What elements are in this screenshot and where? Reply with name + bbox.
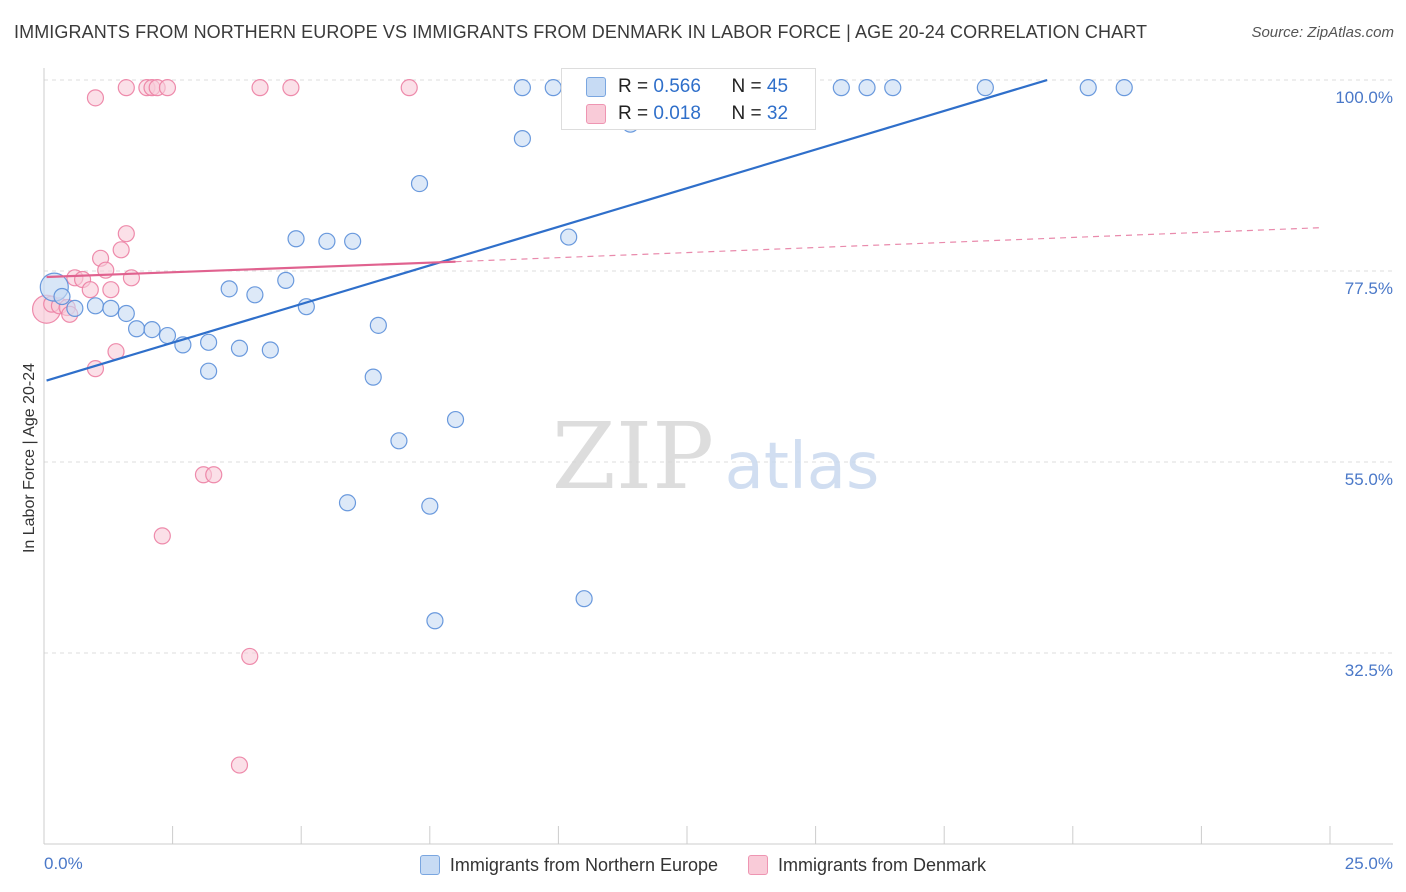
point-denmark	[153, 527, 171, 545]
point-northern-europe	[446, 410, 465, 429]
series-northern-europe-points	[39, 79, 1133, 630]
stats-r-label: R =	[618, 103, 649, 124]
point-northern-europe	[66, 299, 84, 317]
point-denmark	[81, 281, 99, 299]
grid-lines	[44, 79, 1393, 654]
point-northern-europe	[513, 79, 531, 97]
y-tick-label: 77.5%	[1345, 279, 1393, 298]
legend-item-denmark: Immigrants from Denmark	[748, 852, 986, 878]
trend-line-northern-europe	[46, 78, 1048, 382]
stats-n-value: 32	[766, 103, 789, 124]
stats-r-value: 0.566	[653, 76, 701, 97]
point-northern-europe	[200, 333, 218, 351]
point-denmark	[117, 79, 135, 97]
series-denmark-points	[31, 79, 418, 774]
stats-legend: R = 0.566 N = 45 R = 0.018 N = 32	[561, 68, 816, 130]
point-northern-europe	[1079, 79, 1097, 97]
stats-swatch-blue	[586, 77, 606, 97]
point-northern-europe	[53, 287, 71, 306]
point-denmark	[102, 281, 120, 299]
legend-label: Immigrants from Northern Europe	[449, 854, 719, 875]
chart-legend: Immigrants from Northern Europe Immigran…	[0, 852, 1406, 878]
point-northern-europe	[261, 341, 279, 359]
y-tick-label: 32.5%	[1345, 661, 1393, 680]
point-northern-europe	[158, 326, 177, 345]
y-tick-labels: 100.0% 77.5% 55.0% 32.5%	[1335, 88, 1393, 680]
point-northern-europe	[544, 79, 562, 97]
point-northern-europe	[86, 297, 105, 315]
legend-label: Immigrants from Denmark	[778, 854, 987, 875]
stats-row-denmark: R = 0.018 N = 32	[586, 102, 789, 126]
point-denmark	[282, 79, 300, 97]
trend-lines	[46, 78, 1320, 382]
point-northern-europe	[976, 79, 994, 97]
point-northern-europe	[575, 590, 593, 608]
y-tick-label: 55.0%	[1345, 470, 1393, 489]
x-tick-label-max: 25.0%	[1345, 854, 1393, 873]
point-northern-europe	[369, 316, 387, 334]
trend-line-denmark-extension	[455, 227, 1320, 263]
y-axis-title: In Labor Force | Age 20-24	[21, 363, 38, 553]
point-northern-europe	[421, 497, 439, 515]
point-northern-europe	[390, 432, 408, 450]
point-northern-europe	[560, 228, 578, 246]
stats-swatch-pink	[586, 104, 606, 124]
legend-swatch-blue	[419, 855, 440, 875]
point-denmark	[241, 647, 259, 666]
point-northern-europe	[884, 79, 902, 97]
point-denmark	[230, 756, 249, 774]
trend-line-denmark	[46, 260, 456, 279]
point-denmark	[86, 89, 105, 107]
point-denmark	[112, 241, 130, 259]
point-northern-europe	[220, 280, 238, 298]
axes	[43, 68, 1393, 845]
point-northern-europe	[832, 79, 850, 97]
point-northern-europe	[200, 362, 218, 380]
point-denmark	[251, 79, 269, 97]
point-denmark	[158, 79, 177, 97]
stats-row-northern-europe: R = 0.566 N = 45	[586, 75, 789, 99]
point-northern-europe	[246, 286, 264, 304]
point-northern-europe	[513, 129, 531, 148]
stats-n-value: 45	[766, 76, 789, 97]
watermark-zip: ZIP	[552, 403, 714, 510]
point-northern-europe	[287, 230, 305, 248]
point-northern-europe	[1115, 79, 1133, 97]
point-northern-europe	[143, 320, 161, 339]
point-northern-europe	[318, 232, 336, 250]
watermark-atlas: atlas	[725, 430, 880, 504]
stats-n-label: N =	[731, 103, 762, 124]
point-northern-europe	[426, 612, 444, 630]
point-northern-europe	[858, 79, 876, 97]
point-northern-europe	[344, 232, 362, 250]
point-denmark	[400, 79, 418, 97]
point-northern-europe	[410, 174, 429, 193]
point-northern-europe	[230, 339, 249, 357]
point-northern-europe	[277, 271, 295, 289]
chart-title: IMMIGRANTS FROM NORTHERN EUROPE VS IMMIG…	[14, 22, 1148, 42]
chart-source: Source: ZipAtlas.com	[1251, 24, 1394, 41]
point-northern-europe	[102, 299, 120, 317]
point-northern-europe	[338, 494, 357, 512]
stats-r-label: R =	[618, 76, 649, 97]
legend-item-northern-europe: Immigrants from Northern Europe	[419, 852, 719, 878]
x-tick-labels: 0.0% 25.0%	[44, 854, 1393, 873]
y-tick-label: 100.0%	[1335, 88, 1393, 107]
x-tick-label-min: 0.0%	[44, 854, 83, 873]
point-northern-europe	[117, 304, 135, 323]
point-northern-europe	[127, 320, 146, 338]
point-denmark	[205, 466, 223, 484]
point-denmark	[117, 225, 135, 243]
stats-n-label: N =	[731, 76, 762, 97]
legend-swatch-pink	[748, 855, 769, 875]
point-denmark	[122, 269, 141, 287]
stats-r-value: 0.018	[653, 103, 701, 124]
point-northern-europe	[364, 368, 382, 386]
